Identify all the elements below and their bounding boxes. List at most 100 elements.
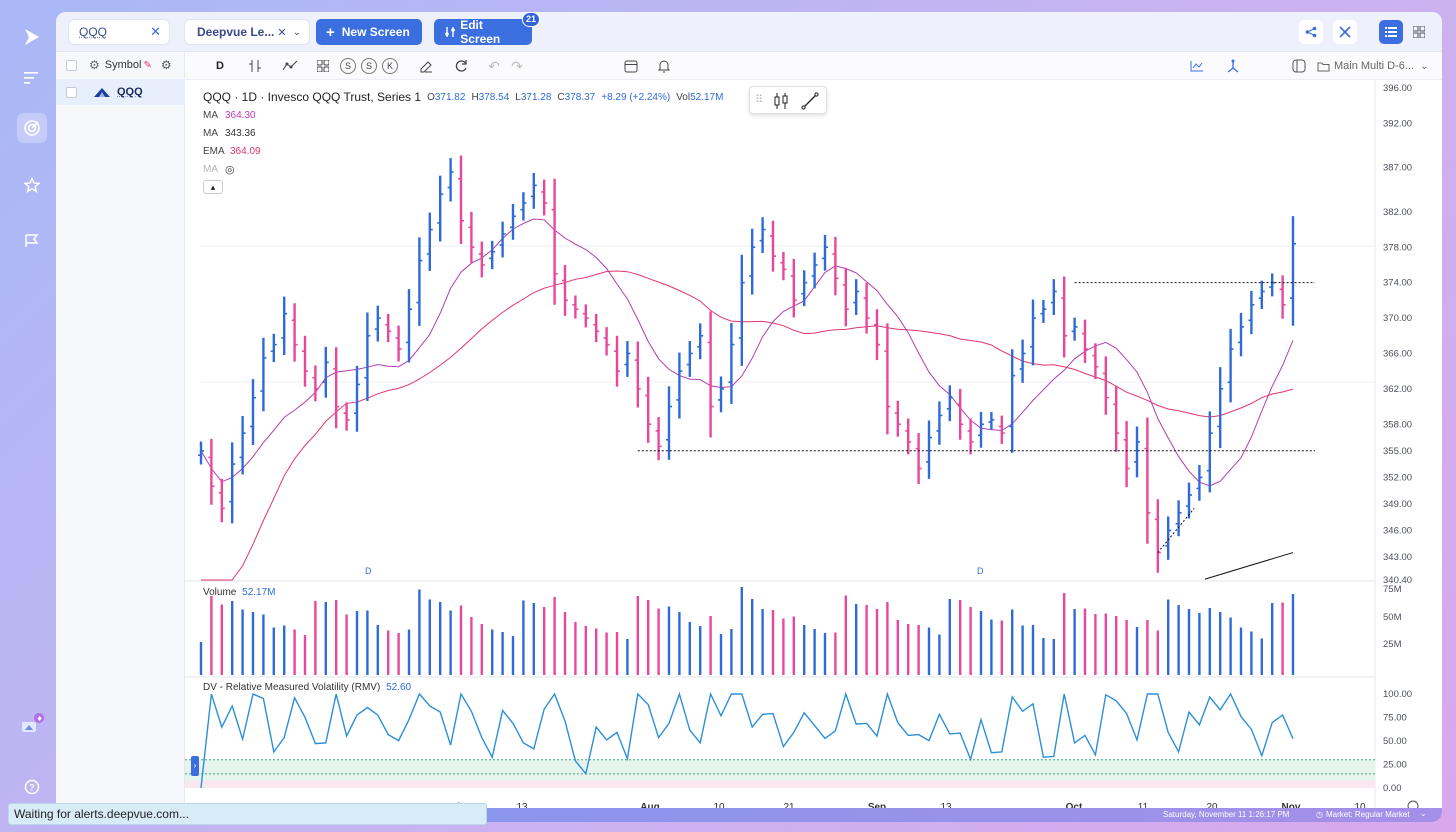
volume-bar [418,589,421,675]
layout-select[interactable]: Main Multi D-6... ⌄ [1317,55,1429,77]
volume-bar [1031,625,1035,675]
edit-screen-label: Edit Screen [460,18,501,46]
rmv-tick-label: 75.00 [1383,713,1407,724]
ma1-label: MA [203,109,218,121]
volume-tick-label: 50M [1383,612,1402,623]
ema-legend-row[interactable]: EMA 364.09 [203,142,723,160]
radar-icon[interactable] [17,113,47,143]
bell-icon[interactable] [653,55,675,77]
candles-icon[interactable] [772,92,790,110]
volume-bar [771,610,775,675]
close-value: 378.37 [564,91,596,103]
ma2-label: MA [203,127,218,139]
hidden-eye-icon[interactable]: ◎ [225,163,235,176]
volume-bar [969,607,972,675]
redo-icon[interactable]: ↷ [511,57,523,74]
layout-icon[interactable] [1288,55,1310,77]
volume-bar [751,599,754,675]
close-label: C [557,91,565,103]
price-tick-label: 358.00 [1383,419,1412,430]
time-tick-label: Aug [640,802,659,813]
symbol-column-header[interactable]: Symbol [104,59,142,71]
pin-icon[interactable]: ✎ [143,59,152,71]
volume-bar [397,633,400,675]
volume-bar [855,604,858,675]
volume-bar [553,597,556,675]
edit-screen-button[interactable]: Edit Screen 21 [434,12,540,46]
s-button-2[interactable]: S [361,58,377,74]
market-status: Market: Regular Market [1326,810,1410,819]
templates-icon[interactable] [312,55,334,77]
screen-tab[interactable]: Deepvue Le... ✕ ⌄ [184,19,310,45]
collapse-legend-button[interactable]: ▴ [203,180,223,194]
bar-type-icon[interactable] [244,55,266,77]
chevron-down-icon[interactable]: ⌄ [292,26,301,38]
ma3-legend-row[interactable]: MA ◎ [203,160,723,178]
compare-icon[interactable] [1222,55,1244,77]
x-social-icon[interactable] [1333,20,1357,44]
trend-line-icon[interactable] [801,92,819,110]
s-button-1[interactable]: S [340,58,356,74]
time-tick-label: Nov [1282,802,1301,813]
refresh-icon[interactable] [450,55,472,77]
gift-icon[interactable]: ♦ [17,710,47,740]
volume-bar [896,620,899,675]
volume-bar [959,600,962,675]
ma-long-line [201,270,1294,581]
interval-button[interactable]: D [216,60,224,72]
eraser-icon[interactable] [415,55,437,77]
time-tick-label: 13 [516,802,528,813]
volume-bar [647,600,650,675]
volume-bar [449,610,452,675]
rmv-value: 52.60 [386,682,412,693]
indicators-icon[interactable] [279,55,301,77]
flag-icon[interactable] [17,226,47,256]
open-value: 371.82 [434,91,466,103]
help-icon[interactable]: ? [17,772,47,802]
list-view-icon[interactable] [1379,20,1403,44]
drag-handle-icon[interactable]: ⠿ [755,94,764,106]
chart-grid [185,80,1376,822]
list-item[interactable]: QQQ [56,79,185,105]
volume-tick-label: 75M [1383,584,1402,595]
star-icon[interactable] [17,170,47,200]
volume-bar [1239,627,1243,675]
search-tab[interactable]: QQQ ✕ [68,19,170,45]
share-icon[interactable] [1299,20,1323,44]
volume-bar [927,627,931,675]
grid-view-icon[interactable] [1407,20,1431,44]
logo-icon[interactable] [17,22,47,52]
row-checkbox[interactable] [66,86,77,98]
volume-legend: Volume 52.17M [203,587,276,598]
chart-type-icon[interactable] [1186,55,1208,77]
gear-icon[interactable]: ⚙ [160,58,172,72]
pane-collapse-handle[interactable]: › [191,756,199,776]
ema-value: 364.09 [230,145,261,157]
volume-bar [688,622,691,675]
volume-bar [563,612,567,675]
left-rail: ♦ ? [0,0,56,832]
settings-small-icon[interactable]: ⚙ [89,58,100,72]
chevron-down-icon[interactable]: ⌄ [1420,809,1427,818]
volume-bar [678,612,681,675]
volume-bar [1198,613,1201,675]
ma2-legend-row[interactable]: MA 343.36 [203,124,723,142]
volume-bar [699,626,702,675]
ma1-legend-row[interactable]: MA 364.30 [203,106,723,124]
new-screen-button[interactable]: + New Screen [316,19,422,45]
close-icon[interactable]: ✕ [150,24,161,39]
k-button[interactable]: K [382,58,398,74]
volume-bar [345,614,348,675]
volume-bar [1135,627,1139,675]
close-icon[interactable]: ✕ [277,26,287,39]
price-tick-label: 396.00 [1383,83,1412,94]
list-icon[interactable] [17,63,47,93]
calendar-icon[interactable] [620,55,642,77]
select-all-checkbox[interactable] [66,59,77,71]
volume-bar [948,599,951,675]
undo-icon[interactable]: ↶ [488,57,500,74]
volume-bar [1208,608,1211,675]
